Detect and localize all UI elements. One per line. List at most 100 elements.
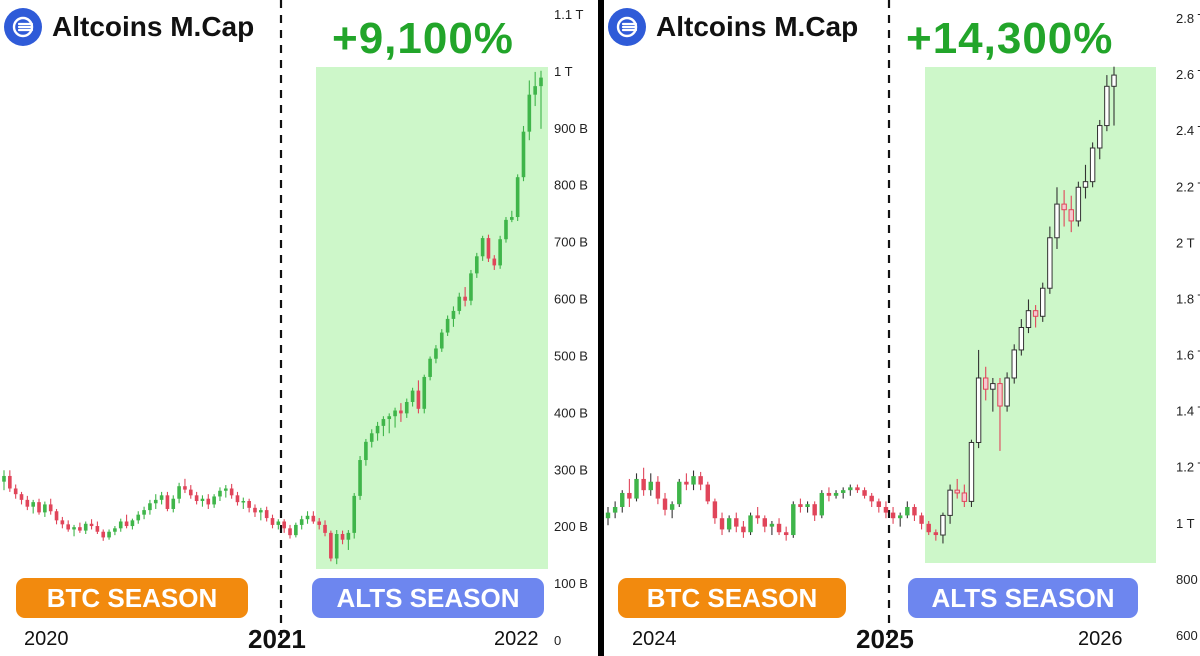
candle-down: [78, 527, 82, 531]
candle-down: [826, 492, 832, 496]
candle-up: [422, 376, 427, 409]
candle-down: [311, 515, 316, 522]
candle-up: [177, 486, 181, 499]
candle-down: [229, 488, 234, 496]
candle-down: [323, 524, 327, 533]
candles-group: [605, 66, 1117, 544]
candle-up: [381, 419, 386, 426]
y-tick-label: 2.6 T: [1176, 67, 1200, 82]
candle-up: [130, 520, 135, 527]
candle-down: [741, 526, 746, 533]
candle-down: [698, 476, 703, 485]
candle-down: [492, 258, 497, 266]
candle-down: [340, 534, 345, 540]
candle-up: [439, 332, 444, 349]
candle-up: [346, 532, 351, 540]
candle-down: [25, 499, 30, 507]
candle-down: [997, 383, 1003, 407]
candle-up: [218, 490, 222, 497]
x-tick-label: 2020: [24, 628, 69, 650]
candle-up: [159, 495, 164, 500]
alts-season-badge: ALTS SEASON: [312, 578, 544, 618]
candle-down: [712, 501, 718, 519]
candle-down: [253, 507, 257, 513]
left-chart-panel: 0 100 B 200 B 300 B 400 B 500 B 600 B 700 B 800 …: [0, 0, 598, 656]
candle-down: [8, 475, 12, 489]
candle-up: [375, 425, 380, 434]
candle-down: [705, 484, 710, 502]
candle-up: [1004, 377, 1010, 407]
x-tick-label: 2021: [248, 624, 306, 654]
candle-up: [83, 523, 88, 531]
candle-down: [329, 532, 333, 559]
y-tick-label: 200 B: [554, 519, 588, 534]
candle-down: [762, 518, 767, 527]
candle-up: [791, 504, 796, 536]
candle-up: [223, 488, 228, 491]
y-tick-label: 700 B: [554, 235, 588, 250]
candle-up: [404, 401, 409, 414]
x-tick-label: 2025: [856, 624, 914, 654]
y-tick-label: 1.4 T: [1176, 404, 1200, 419]
x-tick-label: 2024: [632, 628, 677, 650]
candle-up: [136, 514, 141, 521]
candle-down: [288, 528, 292, 536]
candle-up: [498, 239, 502, 266]
candle-up: [1018, 327, 1025, 351]
y-axis: 600 B 800 B 1 T 1.2 T 1.4 T 1.6 T 1.8 T 2 T 2.2 …: [1176, 11, 1200, 643]
candle-up: [940, 514, 946, 536]
candle-down: [37, 502, 41, 513]
candle-down: [869, 495, 874, 502]
candle-up: [840, 490, 846, 493]
candle-down: [282, 521, 286, 529]
candle-down: [961, 492, 968, 502]
candle-up: [897, 515, 903, 519]
candle-down: [783, 532, 789, 536]
candle-down: [399, 410, 403, 414]
y-tick-label: 1.8 T: [1176, 291, 1200, 306]
candle-up: [451, 310, 456, 319]
candle-up: [148, 503, 152, 511]
candle-down: [188, 489, 193, 496]
y-tick-label: 2 T: [1176, 235, 1195, 250]
candle-up: [31, 502, 35, 507]
y-tick-label: 600 B: [554, 292, 588, 307]
candle-up: [975, 377, 982, 443]
y-tick-label: 800 B: [1176, 572, 1200, 587]
y-tick-label: 0: [554, 633, 561, 648]
candle-down: [876, 501, 882, 507]
candle-down: [124, 521, 129, 527]
y-axis: 0 100 B 200 B 300 B 400 B 500 B 600 B 700 B 800 …: [554, 7, 588, 648]
altcoins-logo-icon: [608, 8, 646, 46]
candle-down: [798, 504, 803, 507]
right-chart-panel: 600 B 800 B 1 T 1.2 T 1.4 T 1.6 T 1.8 T 2 T 2.2 …: [604, 0, 1200, 656]
candle-up: [200, 498, 205, 502]
candle-down: [66, 524, 71, 530]
candle-up: [504, 219, 508, 240]
candle-up: [445, 318, 450, 333]
candle-up: [43, 504, 47, 513]
candle-up: [241, 501, 246, 503]
candle-down: [719, 518, 725, 530]
candle-down: [933, 532, 939, 536]
candle-up: [1054, 203, 1060, 239]
chart-title-group: Altcoins M.Cap: [4, 8, 254, 46]
y-tick-label: 100 B: [554, 576, 588, 591]
x-tick-label: 2026: [1078, 628, 1123, 650]
candle-down: [247, 501, 251, 508]
y-tick-label: 1.2 T: [1176, 460, 1200, 475]
y-tick-label: 1.6 T: [1176, 348, 1200, 363]
candle-up: [142, 510, 146, 515]
candle-down: [734, 518, 739, 527]
y-tick-label: 600 B: [1176, 628, 1200, 643]
candle-up: [72, 527, 76, 530]
candle-down: [983, 377, 989, 390]
candle-down: [1068, 209, 1074, 222]
x-tick-label: 2022: [494, 628, 539, 650]
candle-up: [521, 131, 526, 178]
candle-up: [387, 416, 392, 420]
candle-down: [919, 515, 924, 524]
candle-up: [107, 531, 111, 538]
right-candlestick-chart: 600 B 800 B 1 T 1.2 T 1.4 T 1.6 T 1.8 T 2 T 2.2 …: [605, 0, 1200, 643]
candle-down: [165, 495, 170, 509]
